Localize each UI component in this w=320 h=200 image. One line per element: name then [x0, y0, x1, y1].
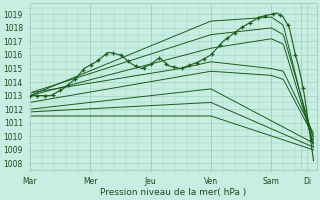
X-axis label: Pression niveau de la mer( hPa ): Pression niveau de la mer( hPa ) [100, 188, 246, 197]
